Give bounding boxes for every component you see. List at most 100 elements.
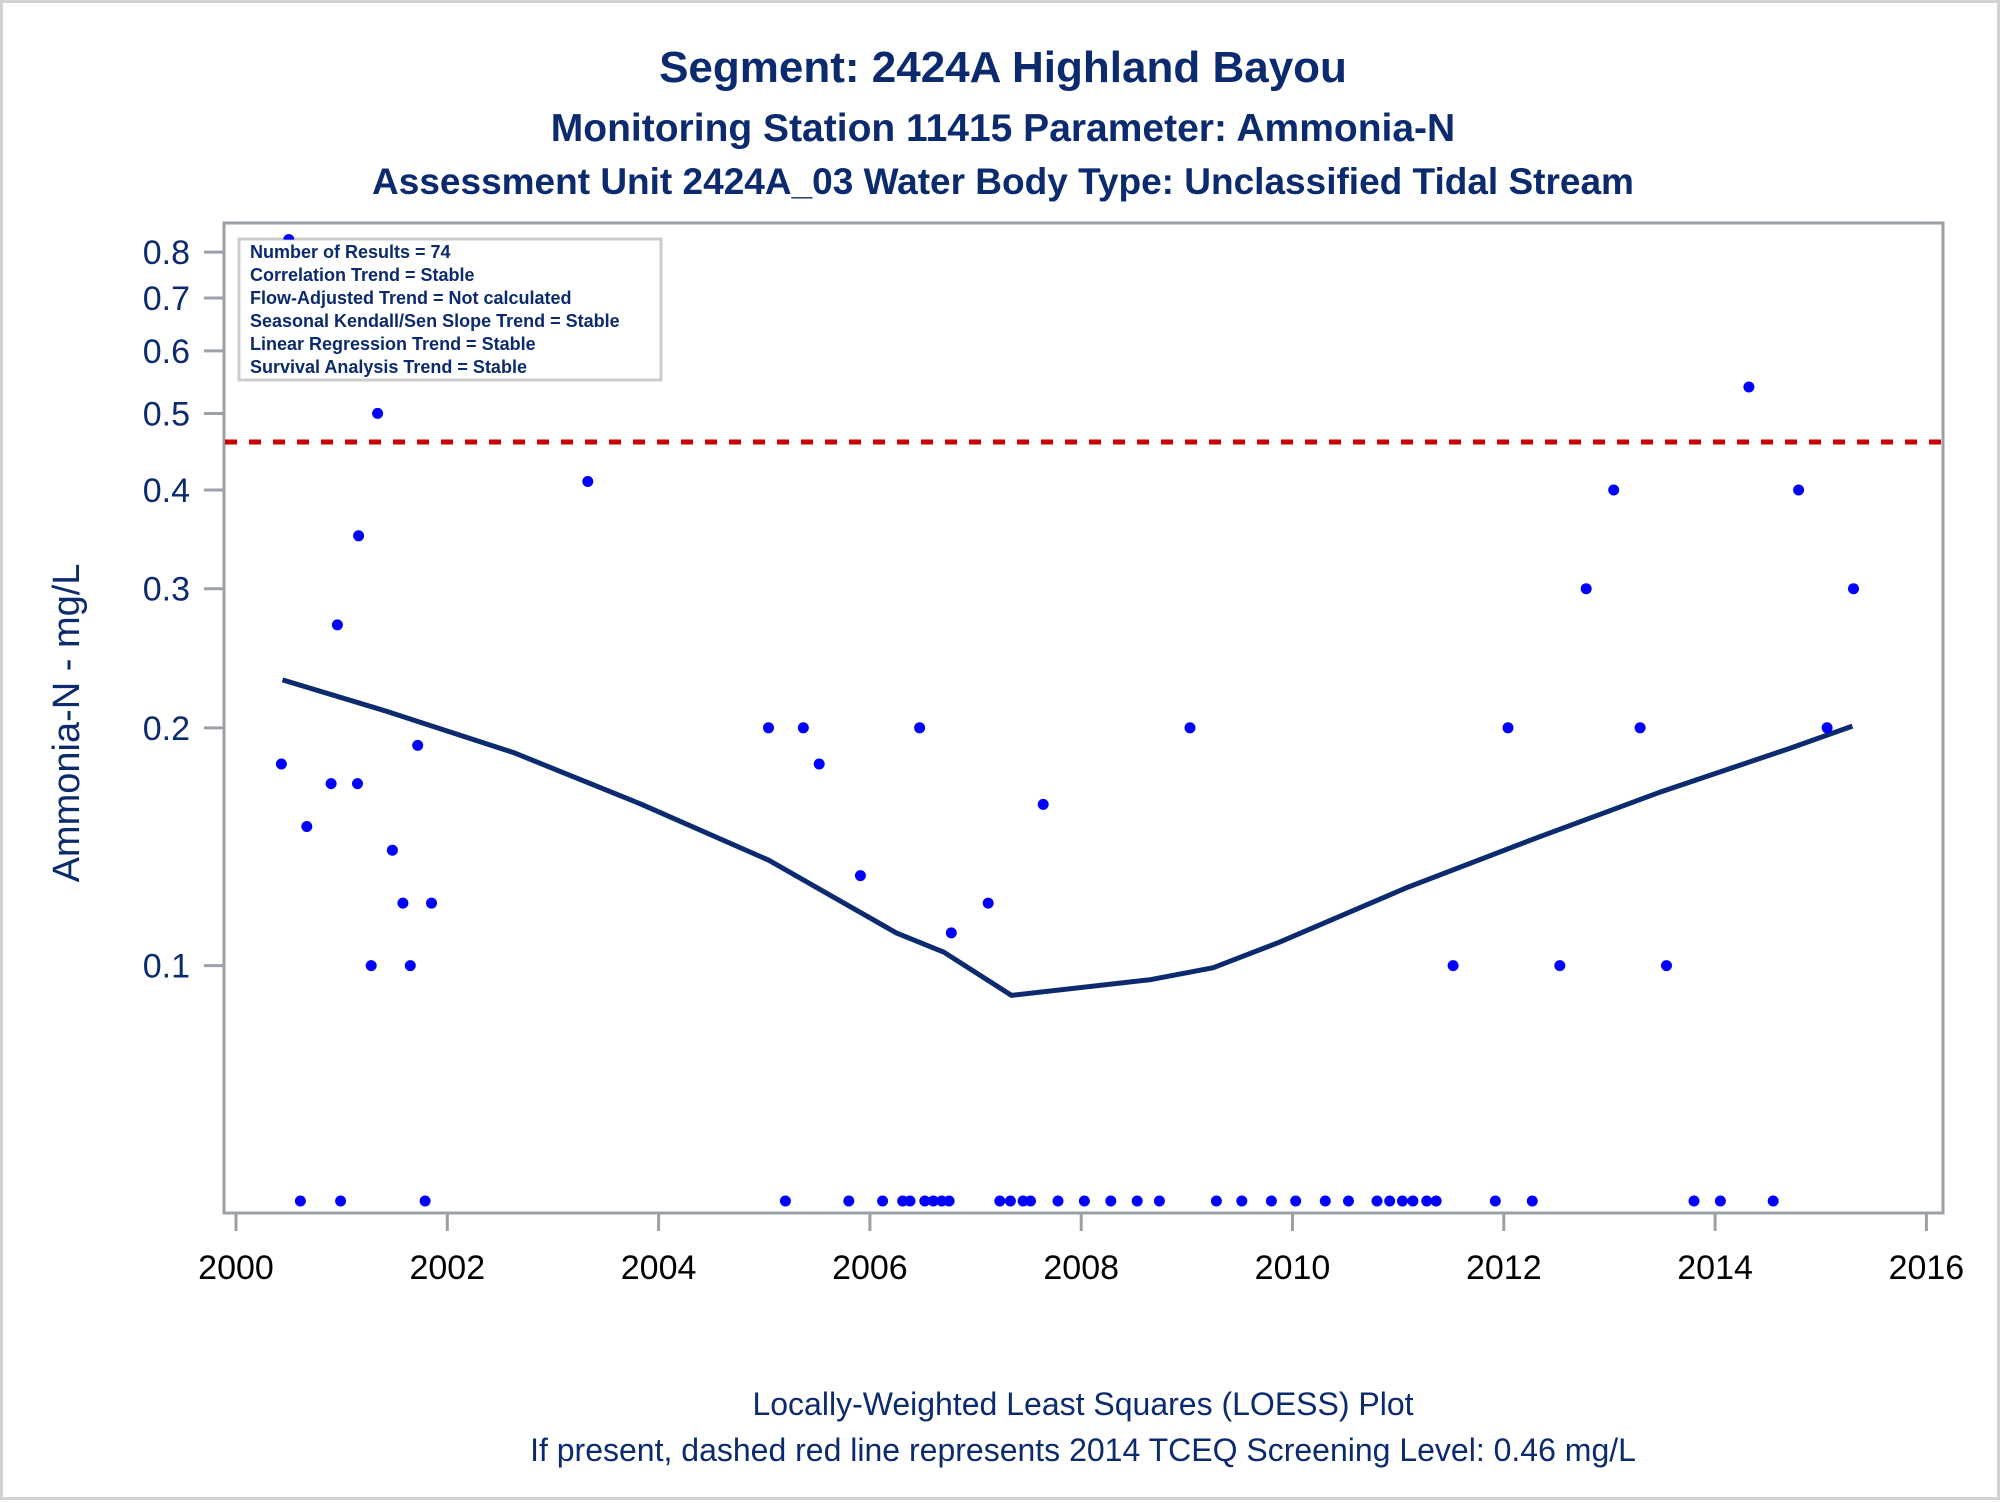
x-tick-label: 2012 (1466, 1249, 1542, 1287)
footnote-screening-level: If present, dashed red line represents 2… (530, 1432, 1636, 1468)
data-point (797, 722, 809, 734)
data-point (1793, 484, 1805, 496)
chart-subtitle: Monitoring Station 11415 Parameter: Ammo… (551, 107, 1455, 150)
data-point (927, 1195, 939, 1207)
data-point (1184, 722, 1196, 734)
data-point (877, 1195, 889, 1207)
x-tick-label: 2002 (409, 1249, 485, 1287)
data-point (365, 960, 377, 972)
data-point (919, 1195, 931, 1207)
data-point (1421, 1195, 1433, 1207)
data-point (372, 407, 384, 419)
data-point (1131, 1195, 1143, 1207)
stats-linear-regression-trend: Linear Regression Trend = Stable (250, 334, 536, 354)
data-point (779, 1195, 791, 1207)
data-point (1688, 1195, 1700, 1207)
stats-seasonal-kendall-trend: Seasonal Kendall/Sen Slope Trend = Stabl… (250, 311, 620, 331)
data-point (1430, 1195, 1442, 1207)
data-points (275, 234, 1859, 1207)
y-tick-label: 0.4 (143, 472, 190, 510)
data-point (1343, 1195, 1354, 1207)
loess-line (281, 677, 1854, 998)
data-point (1489, 1195, 1501, 1207)
chart-title: Segment: 2424A Highland Bayou (659, 43, 1347, 92)
data-point (1105, 1195, 1117, 1207)
data-point (1554, 960, 1566, 972)
data-point (1661, 960, 1672, 972)
stats-number-of-results: Number of Results = 74 (250, 242, 451, 262)
stats-correlation-trend: Correlation Trend = Stable (250, 265, 475, 285)
data-point (412, 739, 424, 751)
data-point (301, 821, 313, 832)
loess-chart: Segment: 2424A Highland Bayou Monitoring… (46, 43, 1965, 1468)
x-tick-label: 2016 (1889, 1249, 1965, 1287)
data-point (854, 870, 866, 882)
data-point (904, 1195, 916, 1207)
data-point (582, 476, 594, 487)
data-point (1447, 960, 1459, 972)
data-point (1608, 484, 1620, 496)
footnote-loess: Locally-Weighted Least Squares (LOESS) P… (752, 1386, 1413, 1422)
x-tick-label: 2000 (198, 1249, 274, 1287)
data-point (294, 1195, 306, 1207)
y-axis-label: Ammonia-N - mg/L (46, 564, 88, 883)
data-point (335, 1195, 347, 1207)
y-tick-label: 0.2 (143, 710, 190, 748)
data-point (1634, 722, 1646, 734)
data-point (397, 897, 409, 909)
data-point (426, 897, 437, 909)
plot-area (222, 221, 1945, 1215)
data-point (1580, 583, 1592, 595)
x-tick-label: 2014 (1677, 1249, 1753, 1287)
data-point (352, 778, 363, 790)
data-point (419, 1195, 431, 1207)
chart-subtitle-2: Assessment Unit 2424A_03 Water Body Type… (372, 161, 1634, 202)
y-tick-label: 0.3 (143, 571, 190, 609)
data-point (1210, 1195, 1222, 1207)
data-point (1767, 1195, 1779, 1207)
x-tick-label: 2006 (832, 1249, 908, 1287)
data-point (1004, 1195, 1016, 1207)
data-point (353, 530, 365, 542)
data-point (1052, 1195, 1064, 1207)
x-tick-label: 2004 (621, 1249, 697, 1287)
data-point (1236, 1195, 1248, 1207)
y-tick-label: 0.8 (143, 234, 190, 272)
stats-flow-adjusted-trend: Flow-Adjusted Trend = Not calculated (250, 288, 572, 308)
data-point (843, 1195, 855, 1207)
data-point (386, 844, 398, 856)
data-point (914, 722, 926, 734)
data-point (1502, 722, 1514, 734)
y-tick-label: 0.1 (143, 948, 190, 986)
data-point (331, 619, 343, 631)
data-point (1078, 1195, 1090, 1207)
data-point (1396, 1195, 1408, 1207)
data-point (1153, 1195, 1165, 1207)
data-point (982, 897, 994, 909)
stats-survival-analysis-trend: Survival Analysis Trend = Stable (250, 357, 527, 377)
data-point (1265, 1195, 1277, 1207)
data-point (1848, 583, 1859, 595)
data-point (1526, 1195, 1538, 1207)
data-point (275, 758, 287, 770)
data-point (1743, 381, 1755, 393)
data-point (813, 758, 825, 770)
stats-box-frame (237, 237, 663, 382)
data-point (1821, 722, 1833, 734)
data-point (1384, 1195, 1396, 1207)
data-point (763, 722, 774, 734)
data-point (1714, 1195, 1726, 1207)
y-tick-label: 0.5 (143, 395, 190, 433)
x-tick-label: 2008 (1043, 1249, 1119, 1287)
data-point (1319, 1195, 1331, 1207)
data-point (945, 927, 957, 939)
y-axis: 0.1 0.2 0.3 0.4 0.5 0.6 0.7 0.8 (143, 234, 224, 986)
data-point (1407, 1195, 1419, 1207)
data-point (1290, 1195, 1302, 1207)
stats-annotation-box: Number of Results = 74 Correlation Trend… (237, 237, 663, 382)
data-point (404, 960, 416, 972)
data-point (1371, 1195, 1383, 1207)
x-tick-label: 2010 (1255, 1249, 1331, 1287)
data-point (994, 1195, 1006, 1207)
